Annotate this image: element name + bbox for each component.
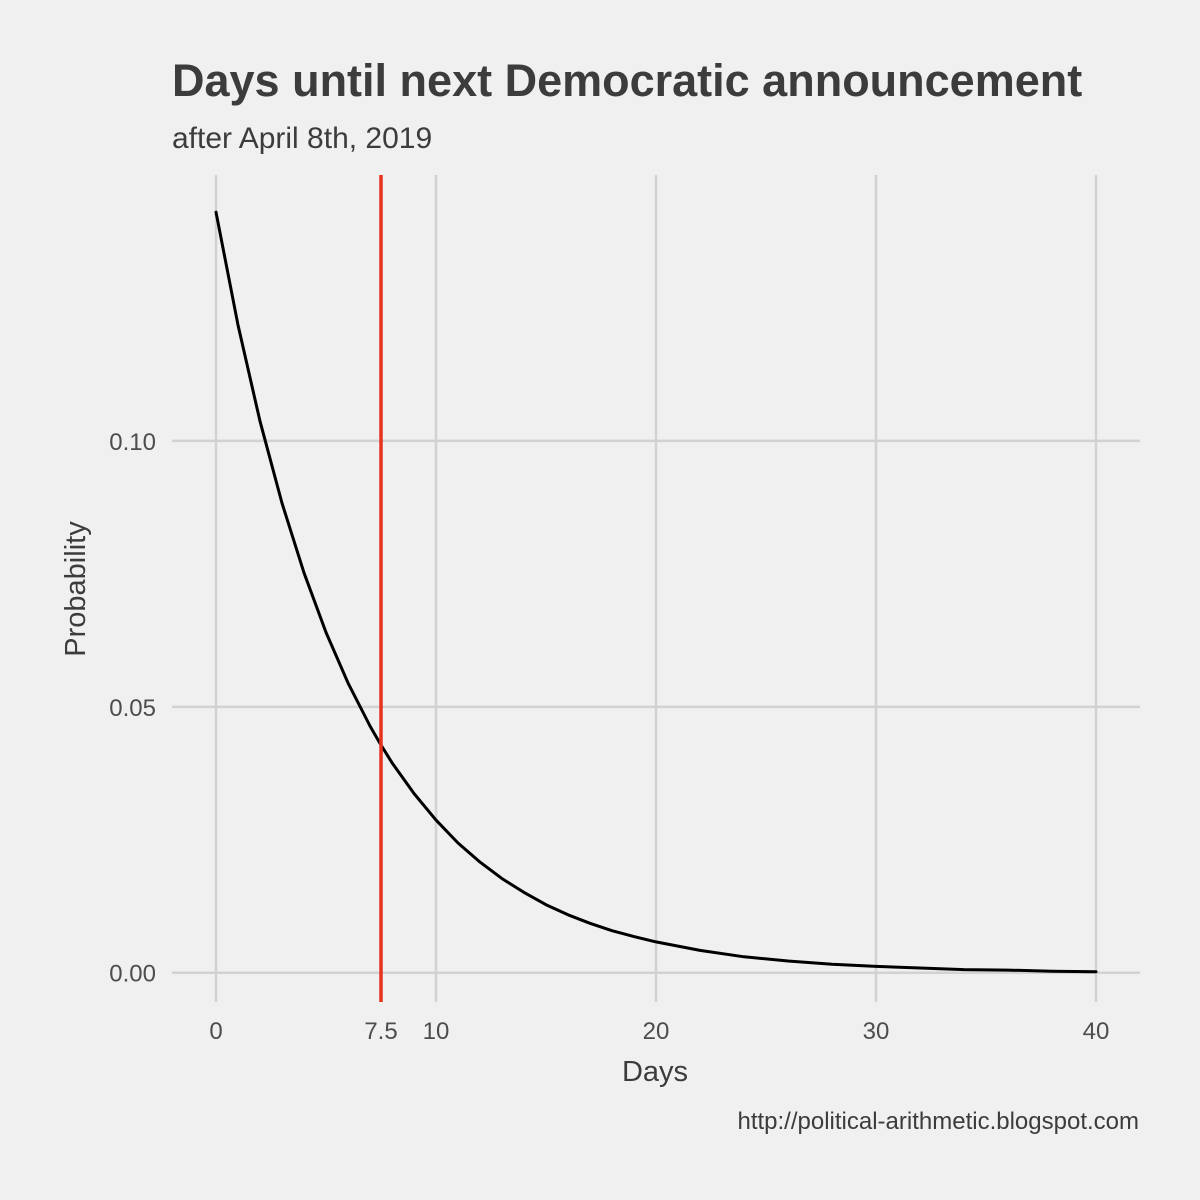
y-tick-label: 0.05 bbox=[109, 695, 156, 722]
series-line bbox=[214, 210, 1098, 974]
x-tick-label: 10 bbox=[423, 1018, 450, 1045]
gridlines bbox=[172, 175, 1140, 1002]
chart-title: Days until next Democratic announcement bbox=[172, 55, 1082, 106]
x-tick-label: 0 bbox=[209, 1018, 222, 1045]
x-tick-label: 40 bbox=[1083, 1018, 1110, 1045]
caption: http://political-arithmetic.blogspot.com bbox=[737, 1108, 1139, 1135]
y-tick-label: 0.00 bbox=[109, 961, 156, 988]
series-layer bbox=[214, 175, 1098, 1002]
x-tick-label: 7.5 bbox=[364, 1018, 397, 1045]
x-axis-title: Days bbox=[622, 1056, 688, 1088]
y-axis-ticks: 0.00 0.05 0.10 bbox=[109, 429, 156, 988]
y-tick-label: 0.10 bbox=[109, 429, 156, 456]
x-axis-ticks: 0 7.5 10 20 30 40 bbox=[209, 1018, 1109, 1045]
chart-subtitle: after April 8th, 2019 bbox=[172, 122, 432, 155]
x-tick-label: 30 bbox=[863, 1018, 890, 1045]
y-axis-title: Probability bbox=[60, 521, 92, 657]
x-tick-label: 20 bbox=[643, 1018, 670, 1045]
